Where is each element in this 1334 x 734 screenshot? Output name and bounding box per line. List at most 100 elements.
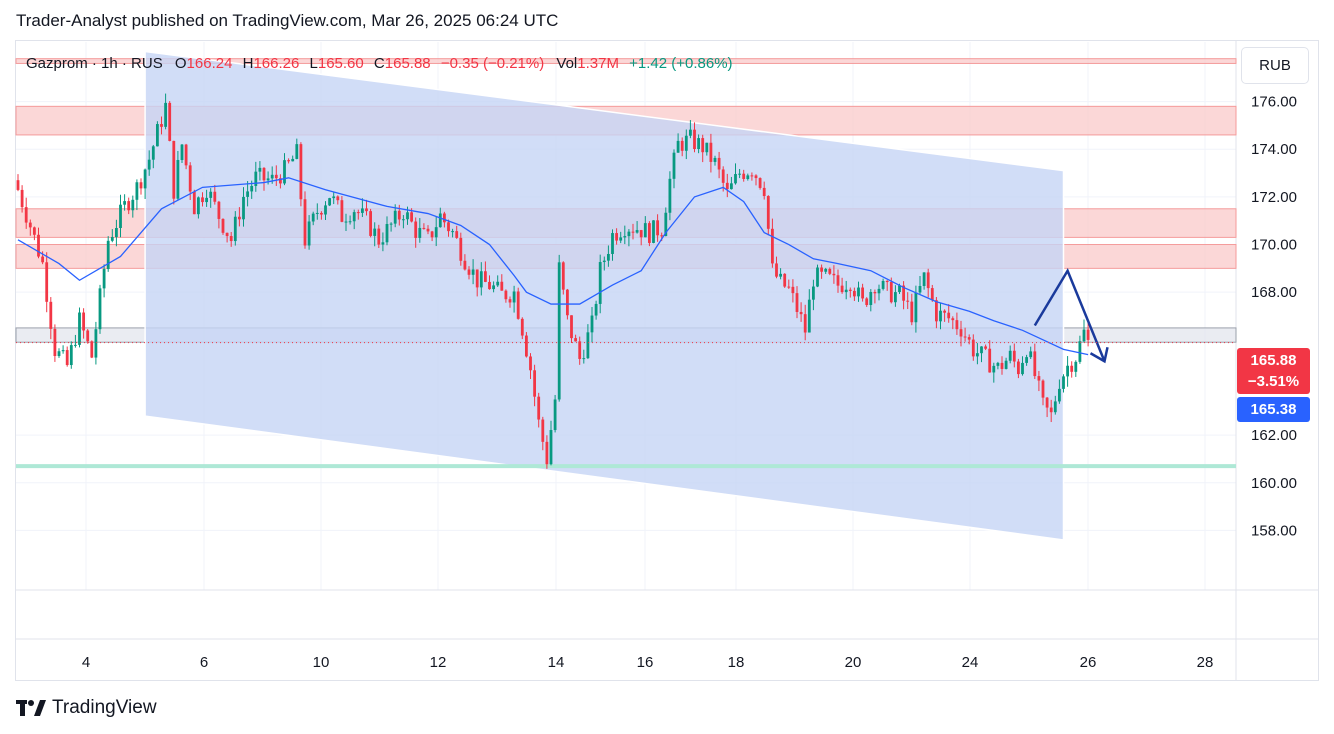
currency-button[interactable]: RUB [1241, 47, 1309, 84]
y-tick-6: 160.00 [1251, 475, 1297, 492]
candle-body-74 [320, 212, 323, 215]
candle-body-33 [151, 146, 155, 160]
candle-body-93 [397, 210, 401, 220]
candle-body-16 [82, 312, 85, 331]
candle-body-29 [135, 182, 139, 200]
candle-body-195 [816, 267, 819, 287]
candle-body-27 [127, 201, 131, 211]
candle-body-162 [680, 140, 684, 151]
publisher-caption: Trader-Analyst published on TradingView.… [16, 11, 559, 30]
projection-arrow [1033, 267, 1106, 362]
candle-body-211 [881, 280, 885, 289]
candle-body-90 [385, 224, 389, 243]
candle-body-68 [295, 144, 299, 159]
candle-body-142 [598, 262, 602, 304]
candle-body-65 [283, 160, 286, 184]
zone-3 [15, 58, 1237, 64]
candle-body-36 [164, 102, 167, 127]
candle-body-171 [717, 157, 721, 170]
candle-body-101 [430, 231, 434, 238]
candle-body-245 [1021, 362, 1024, 375]
candle-body-72 [311, 213, 315, 222]
symbol-label[interactable]: Gazprom · 1h · RUS [26, 55, 163, 72]
candle-body-63 [274, 174, 278, 179]
x-tick-7: 20 [845, 654, 862, 671]
x-tick-9: 26 [1080, 654, 1097, 671]
last-price-change: −3.51% [1247, 373, 1300, 390]
candle-body-69 [299, 144, 303, 200]
candle-body-243 [1012, 350, 1016, 362]
candle-body-31 [143, 169, 147, 189]
candle-body-220 [918, 285, 922, 293]
candle-body-7 [45, 262, 49, 302]
candle-body-8 [49, 301, 53, 329]
candle-body-62 [270, 174, 274, 179]
candle-body-40 [180, 144, 184, 160]
candle-body-259 [1078, 341, 1082, 362]
candle-body-174 [730, 183, 733, 190]
candle-body-138 [582, 358, 586, 360]
candle-body-204 [853, 290, 856, 297]
candle-body-178 [746, 175, 750, 179]
candle-body-123 [520, 318, 524, 336]
candle-body-43 [192, 191, 196, 215]
candle-body-152 [639, 230, 643, 238]
open-value: 166.24 [186, 55, 233, 72]
candle-body-215 [898, 285, 901, 293]
candle-body-81 [348, 221, 352, 223]
candle-body-56 [246, 191, 249, 197]
candle-body-47 [209, 191, 213, 198]
candle-body-210 [877, 288, 881, 294]
candle-body-128 [541, 419, 545, 442]
candle-body-45 [201, 197, 204, 203]
candle-body-241 [1004, 360, 1008, 369]
candle-body-221 [922, 272, 926, 286]
candle-body-115 [488, 281, 491, 290]
candle-body-39 [176, 159, 180, 199]
candle-body-223 [930, 288, 934, 301]
candle-body-78 [336, 196, 340, 201]
candle-body-61 [266, 178, 270, 181]
candle-body-10 [57, 351, 61, 357]
volume-change-value: +1.42 (+0.86%) [629, 55, 733, 72]
candle-body-149 [627, 231, 631, 237]
candle-body-48 [213, 191, 217, 202]
x-tick-3: 12 [430, 654, 447, 671]
candle-body-42 [188, 165, 192, 192]
y-tick-5: 162.00 [1251, 427, 1297, 444]
candle-body-257 [1070, 365, 1074, 372]
candle-body-194 [812, 286, 815, 300]
candle-body-158 [664, 212, 668, 237]
candle-body-258 [1074, 361, 1078, 372]
candle-body-22 [106, 240, 110, 270]
candle-body-172 [721, 169, 725, 183]
candle-body-261 [1086, 329, 1090, 340]
candle-body-80 [344, 221, 348, 223]
candle-body-205 [857, 287, 860, 297]
candle-body-119 [504, 290, 508, 300]
x-tick-5: 16 [637, 654, 654, 671]
candle-body-110 [467, 269, 471, 275]
candle-body-116 [492, 285, 495, 290]
candle-body-70 [303, 199, 307, 246]
x-tick-10: 28 [1197, 654, 1214, 671]
candle-body-121 [512, 291, 516, 303]
candle-body-143 [602, 260, 606, 263]
candle-body-94 [402, 219, 405, 221]
candle-body-157 [660, 235, 664, 237]
candle-body-235 [980, 346, 983, 354]
x-tick-1: 6 [200, 654, 208, 671]
tradingview-logo-icon [16, 700, 46, 716]
candle-body-111 [471, 269, 475, 275]
candle-body-198 [828, 268, 832, 274]
last-price-tag: 165.88 −3.51% [1237, 348, 1310, 394]
candle-body-66 [287, 160, 290, 162]
candle-body-249 [1037, 376, 1041, 381]
last-price-value: 165.88 [1250, 352, 1297, 369]
low-label: L [309, 55, 318, 72]
tradingview-logo[interactable]: TradingView [16, 697, 157, 719]
candle-body-23 [110, 237, 114, 241]
candle-body-32 [147, 159, 151, 170]
candle-body-129 [545, 441, 549, 465]
